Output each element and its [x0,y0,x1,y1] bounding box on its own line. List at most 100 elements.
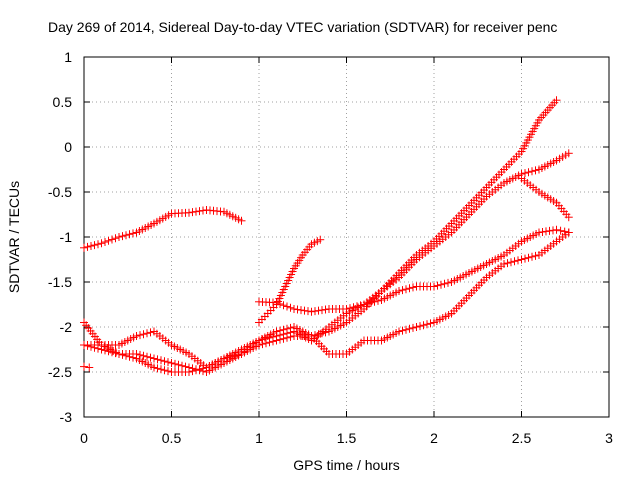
x-tick-label: 0.5 [162,430,182,446]
track-6-marker [279,301,288,310]
track-4-point [272,327,281,336]
y-tick-label: -1 [60,229,73,245]
track-4-marker [104,347,113,356]
track-4-point [517,255,526,264]
track-6-marker [398,286,407,295]
track-1-marker [111,234,120,243]
track-6-point [290,305,298,313]
track-6-marker [440,279,449,288]
track-4-marker [276,326,284,335]
y-tick-label: 0 [64,139,72,155]
track-4-point [115,350,123,358]
x-tick-label: 0 [80,430,88,446]
track-4-marker [94,344,102,353]
track-6-marker [374,296,382,305]
track-4-marker [160,366,169,375]
track-6-marker [314,306,323,315]
track-1-marker [122,231,130,240]
track-4-marker [122,351,130,360]
track-3-marker [153,355,162,364]
track-6-marker [545,226,554,235]
x-tick-label: 1.5 [337,430,357,446]
track-5-point [316,235,325,244]
y-tick-label: -2.5 [48,364,72,380]
y-axis-label: SDTVAR / TECUs [6,181,22,293]
track-4-marker [510,257,519,266]
track-3-point [167,359,176,367]
grid [84,57,609,417]
track-6-marker [538,227,547,236]
track-1-marker [195,207,204,216]
data-markers [80,96,573,376]
track-1-point [237,216,246,225]
track-3-marker [521,169,529,178]
track-4-marker [524,253,533,262]
track-2-marker [143,329,151,338]
track-6-marker [353,302,361,311]
track-4-marker [416,322,424,331]
track-4-marker [195,365,204,374]
x-axis-label: GPS time / hours [293,457,400,473]
track-4-marker [188,367,197,376]
track-3-marker [524,168,533,177]
track-4-marker [528,252,536,261]
track-6-marker [370,297,379,306]
track-1-marker [118,232,127,241]
track-6-marker [560,227,569,236]
track-1-marker [90,241,99,250]
track-3-marker [160,357,169,366]
x-tick-label: 2 [430,430,438,446]
track-4-marker [118,350,127,359]
track-6-marker [283,302,291,311]
track-4-marker [279,325,288,334]
track-6-marker [311,307,319,316]
track-6-point [430,282,438,291]
track-4-point [185,368,193,376]
track-4-marker [423,320,431,329]
track-4-point [395,327,403,336]
track-6-marker [409,283,417,292]
track-6-marker [293,305,302,314]
track-6-marker [276,299,284,308]
track-6-point [395,287,403,295]
track-1-marker [108,235,116,244]
track-3-marker [174,360,183,369]
track-1-point [115,233,123,241]
track-1-point [97,239,106,248]
track-4-marker [521,254,529,263]
track-1-marker [129,229,137,238]
y-tick-label: -1.5 [48,274,72,290]
track-7-point [564,213,573,222]
track-4-marker [503,259,512,268]
track-4-marker [409,323,417,332]
track-4-marker [157,365,165,374]
track-1-point [80,243,88,252]
track-4-point [97,345,106,354]
x-tick-label: 1 [255,430,263,446]
track-4-marker [125,352,134,361]
track-3-marker [139,351,148,360]
track-6-marker [346,304,354,313]
track-6-marker [297,306,305,315]
x-tick-label: 2.5 [512,430,532,446]
track-2-point [132,332,141,340]
track-6-marker [437,280,445,289]
track-4-marker [83,341,92,350]
track-2-marker [146,328,155,337]
track-6-point [360,300,368,309]
track-4-marker [514,256,522,265]
y-tick-label: 0.5 [53,94,73,110]
track-3-marker [136,350,144,359]
track-3-marker [146,353,155,362]
axis-ticks: 0 0.5 1 1.5 2 2.5 3 1 0.5 0 -0.5 -1 -1.5 -2 -2.5 -3 [48,49,613,446]
track-4-marker [531,251,540,260]
y-tick-label: 1 [64,49,72,65]
track-6-point [535,228,543,237]
track-3-point [150,354,158,363]
track-4-marker [507,258,515,267]
track-4-marker [129,353,137,362]
track-4-marker [87,342,95,351]
track-3-marker [531,166,540,175]
track-6-marker [444,278,452,287]
track-3-marker [157,356,165,365]
